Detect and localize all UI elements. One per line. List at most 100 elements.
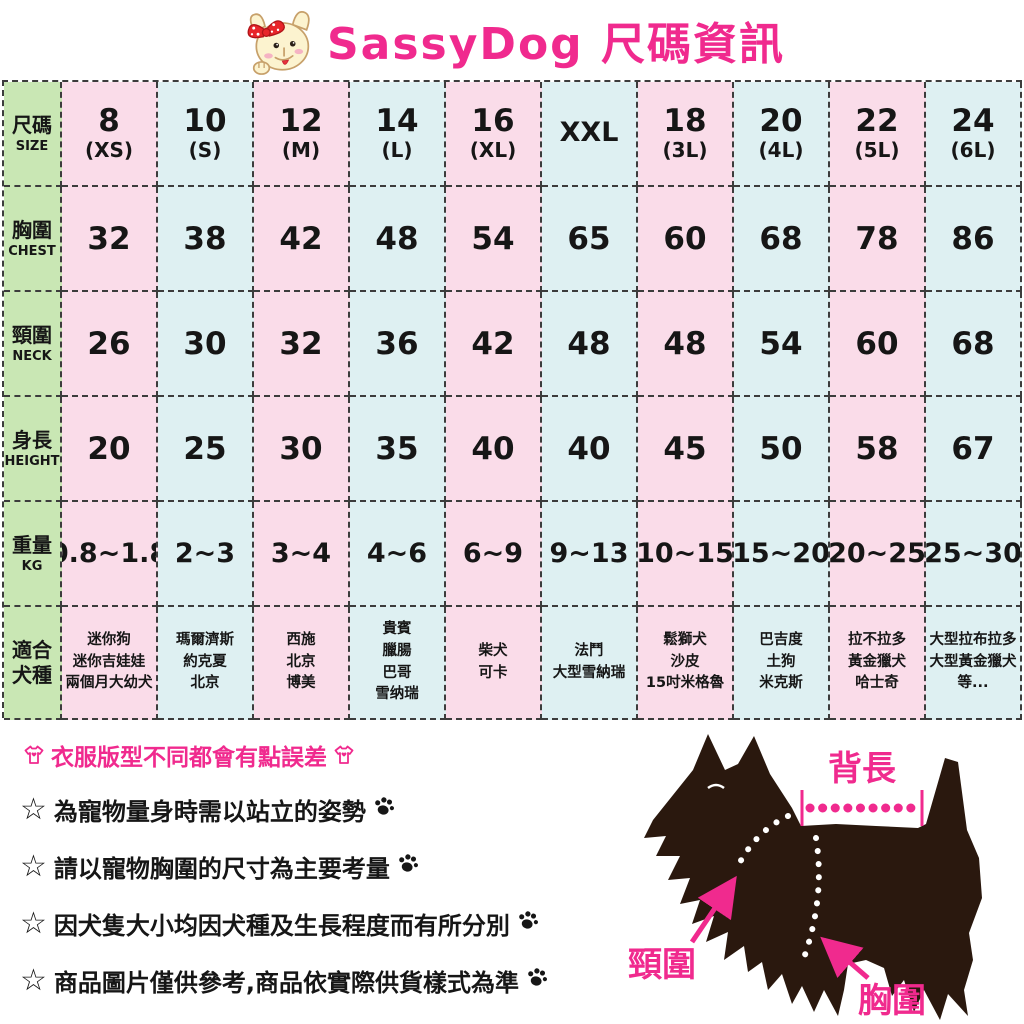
back-length-label: 背長 [828,749,897,789]
star-icon: ☆ [20,791,47,827]
neck-cell: 42 [446,292,542,397]
height-cell: 25 [158,397,254,502]
height-cell: 20 [62,397,158,502]
note-standing-posture: ☆ 為寵物量身時需以站立的姿勢 [20,792,630,827]
note-fit-variance-text: 衣服版型不同都會有點誤差 [51,745,327,771]
row-label-height: 身長 HEIGHT [4,397,62,502]
row-label-breeds: 適合 犬種 [4,607,62,720]
breed-cell: 瑪爾濟斯 約克夏 北京 [158,607,254,720]
neck-cell: 36 [350,292,446,397]
shirt-icon [24,745,44,764]
size-cell: 18 (3L) [638,82,734,187]
height-cell: 40 [542,397,638,502]
breed-cell: 法鬥 大型雪納瑞 [542,607,638,720]
note-image-reference: ☆ 商品圖片僅供參考,商品依實際供貨樣式為準 [20,963,630,998]
page-header: SassyDog 尺碼資訊 [0,0,1024,80]
breed-cell: 大型拉布拉多 大型黃金獵犬 等... [926,607,1022,720]
note-breed-growth: ☆ 因犬隻大小均因犬種及生長程度而有所分別 [20,906,630,941]
neck-cell: 60 [830,292,926,397]
chest-cell: 38 [158,187,254,292]
breed-cell: 迷你狗 迷你吉娃娃 兩個月大幼犬 [62,607,158,720]
breed-cell: 拉不拉多 黃金獵犬 哈士奇 [830,607,926,720]
row-label-weight: 重量 KG [4,502,62,607]
star-icon: ☆ [20,905,47,941]
page-title: SassyDog 尺碼資訊 [326,19,785,70]
weight-cell: 2~3 [158,502,254,607]
neck-cell: 30 [158,292,254,397]
row-label-neck: 頸圍 NECK [4,292,62,397]
neck-cell: 54 [734,292,830,397]
weight-cell: 10~15 [638,502,734,607]
chest-cell: 54 [446,187,542,292]
weight-cell: 0.8~1.8 [62,502,158,607]
size-cell: 24 (6L) [926,82,1022,187]
note-image-reference-text: 商品圖片僅供參考,商品依實際供貨樣式為準 [53,969,520,997]
note-breed-growth-text: 因犬隻大小均因犬種及生長程度而有所分別 [53,912,510,940]
note-chest-primary-text: 請以寵物胸圍的尺寸為主要考量 [53,855,390,883]
french-bulldog-logo-icon [247,11,310,75]
chest-cell: 42 [254,187,350,292]
star-icon: ☆ [20,962,47,998]
measurement-diagram: 背長 頸圍 胸圍 [596,728,1024,1024]
notes-section: 衣服版型不同都會有點誤差 ☆ 為寵物量身時需以站立的姿勢 ☆ 請以寵物胸圍的尺寸… [20,734,630,1024]
height-cell: 50 [734,397,830,502]
weight-cell: 20~25 [830,502,926,607]
weight-cell: 4~6 [350,502,446,607]
weight-cell: 25~30 [926,502,1022,607]
weight-cell: 9~13 [542,502,638,607]
paw-icon [528,967,548,986]
height-cell: 45 [638,397,734,502]
height-cell: 35 [350,397,446,502]
neck-cell: 48 [638,292,734,397]
height-cell: 40 [446,397,542,502]
height-cell: 58 [830,397,926,502]
size-cell: 12 (M) [254,82,350,187]
size-cell: 20 (4L) [734,82,830,187]
chest-cell: 48 [350,187,446,292]
row-label-size: 尺碼 SIZE [4,82,62,187]
chest-cell: 78 [830,187,926,292]
weight-cell: 3~4 [254,502,350,607]
size-cell: 14 (L) [350,82,446,187]
size-table: 尺碼 SIZE 8 (XS) 10 (S) 12 (M) 14 (L) 16 (XL) X… [2,80,1022,720]
paw-icon [375,796,394,815]
neck-cell: 48 [542,292,638,397]
breed-cell: 巴吉度 土狗 米克斯 [734,607,830,720]
neck-cell: 68 [926,292,1022,397]
weight-cell: 15~20 [734,502,830,607]
size-cell: 8 (XS) [62,82,158,187]
height-cell: 67 [926,397,1022,502]
chest-arrow [820,936,870,980]
chest-cell: 86 [926,187,1022,292]
note-standing-posture-text: 為寵物量身時需以站立的姿勢 [53,798,366,826]
neck-arrow [689,875,737,944]
size-cell: 16 (XL) [446,82,542,187]
size-cell: XXL [542,82,638,187]
shirt-icon [334,745,354,764]
breed-cell: 貴賓 臘腸 巴哥 雪纳瑞 [350,607,446,720]
height-cell: 30 [254,397,350,502]
neck-cell: 32 [254,292,350,397]
note-fit-variance: 衣服版型不同都會有點誤差 [22,738,630,772]
neck-label: 頸圍 [628,945,696,985]
breed-cell: 柴犬 可卡 [446,607,542,720]
chest-cell: 65 [542,187,638,292]
chest-label: 胸圍 [858,981,926,1021]
breed-cell: 西施 北京 博美 [254,607,350,720]
stock-warning-text: 下標前請先確定庫存～接觸性商品拆封無法退換 [51,1020,576,1024]
size-cell: 10 (S) [158,82,254,187]
paw-icon [399,853,418,872]
neck-dotted-line [733,813,791,873]
stock-warning: ⚠ 下標前請先確定庫存～接觸性商品拆封無法退換 [20,1020,630,1024]
breed-cell: 鬆獅犬 沙皮 15吋米格魯 [638,607,734,720]
row-label-chest: 胸圍 CHEST [4,187,62,292]
neck-cell: 26 [62,292,158,397]
chest-cell: 60 [638,187,734,292]
chest-cell: 32 [62,187,158,292]
note-chest-primary: ☆ 請以寵物胸圍的尺寸為主要考量 [20,849,630,884]
dog-eye [707,783,725,790]
weight-cell: 6~9 [446,502,542,607]
scottie-dog-silhouette [644,734,982,1020]
chest-cell: 68 [734,187,830,292]
